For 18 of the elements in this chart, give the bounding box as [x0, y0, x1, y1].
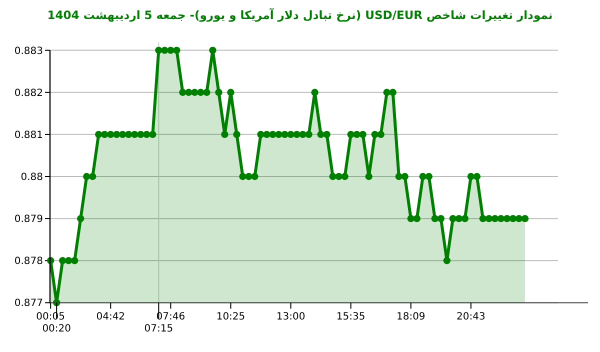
x-tick-label: 00:20: [42, 324, 72, 335]
y-tick-label: 0.877: [14, 298, 43, 310]
y-tick-label: 0.88: [20, 172, 43, 183]
x-tick-label: 07:46: [156, 312, 186, 323]
y-tick-label: 0.883: [14, 46, 43, 57]
chart-title: نمودار تغییرات شاخص USD/EUR (نرخ تبادل دلار آمریکا و یورو)- جمعه 5 اردیبهشت 1404: [47, 8, 553, 22]
x-tick-label: 13:00: [276, 312, 306, 323]
y-tick-label: 0.879: [14, 214, 43, 226]
y-tick-label: 0.878: [14, 256, 43, 268]
x-tick-label: 18:09: [396, 312, 426, 323]
x-tick-label: 04:42: [96, 312, 126, 323]
x-tick-label: 00:05: [36, 312, 66, 323]
x-tick-label: 10:25: [216, 312, 246, 323]
x-tick-label: 20:43: [456, 312, 486, 323]
x-tick-label: 07:15: [144, 324, 174, 335]
x-tick-label: 15:35: [336, 312, 366, 323]
y-tick-label: 0.881: [14, 130, 43, 141]
y-tick-label: 0.882: [14, 88, 43, 99]
